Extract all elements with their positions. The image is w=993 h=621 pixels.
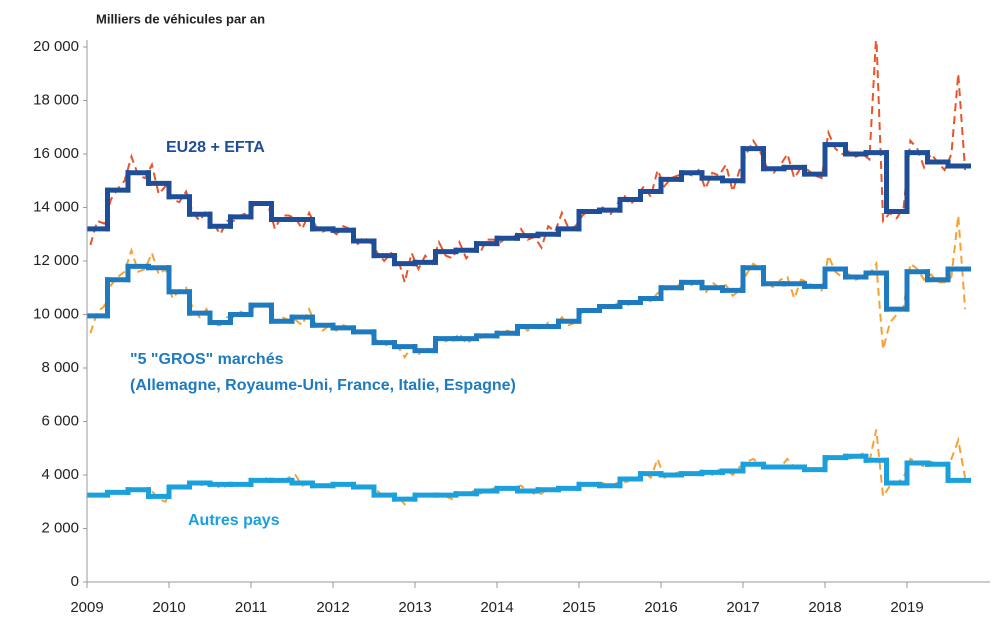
x-tick-label: 2011 [235,599,267,616]
monthly-line [89,215,967,360]
y-tick-label: 14 000 [33,198,79,215]
x-tick-label: 2019 [890,599,923,616]
y-tick-label: 18 000 [33,91,79,108]
monthly-line [89,40,967,283]
series-label: "5 "GROS" marchés [130,351,284,368]
chart-title: Milliers de véhicules par an [96,11,265,26]
x-tick-label: 2014 [480,599,513,616]
plot-area [87,40,971,506]
x-tick-label: 2012 [316,599,349,616]
x-tick-label: 2016 [644,599,677,616]
series-label: (Allemagne, Royaume-Uni, France, Italie,… [130,377,516,394]
series-label: EU28 + EFTA [166,139,265,156]
y-tick-label: 16 000 [33,145,79,162]
x-tick-label: 2017 [726,599,759,616]
y-tick-label: 8 000 [41,359,79,376]
x-tick-label: 2015 [562,599,595,616]
series-label: Autres pays [188,512,280,529]
y-tick-label: 0 [71,573,79,590]
y-tick-label: 6 000 [41,412,79,429]
x-tick-label: 2009 [70,599,103,616]
x-tick-label: 2018 [808,599,841,616]
x-tick-label: 2010 [152,599,185,616]
y-tick-label: 10 000 [33,305,79,322]
y-tick-label: 4 000 [41,466,79,483]
y-tick-label: 12 000 [33,252,79,269]
y-tick-label: 2 000 [41,519,79,536]
y-tick-label: 20 000 [33,38,79,55]
x-tick-label: 2013 [398,599,431,616]
